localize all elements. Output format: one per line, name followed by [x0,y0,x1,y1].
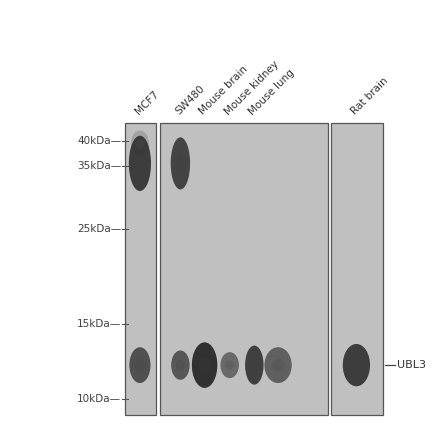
Text: SW480: SW480 [173,84,206,117]
Text: 10kDa—: 10kDa— [77,394,121,404]
Text: 25kDa—: 25kDa— [77,224,121,234]
Text: Mouse lung: Mouse lung [247,67,297,117]
Text: Mouse brain: Mouse brain [198,64,250,117]
Text: Mouse kidney: Mouse kidney [223,59,281,117]
Text: MCF7: MCF7 [133,90,160,117]
Text: 15kDa—: 15kDa— [77,319,121,329]
Text: Rat brain: Rat brain [349,76,390,117]
Text: UBL3: UBL3 [397,360,426,370]
Text: 35kDa—: 35kDa— [77,161,121,171]
Text: 40kDa—: 40kDa— [77,136,121,146]
